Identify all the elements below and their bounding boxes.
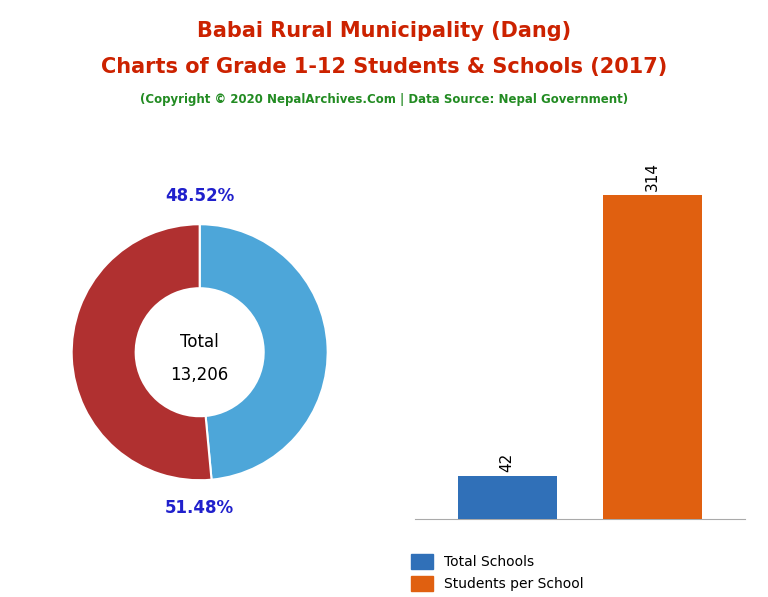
Wedge shape [71, 224, 211, 480]
Bar [458, 476, 557, 519]
Wedge shape [200, 224, 328, 479]
Text: Babai Rural Municipality (Dang): Babai Rural Municipality (Dang) [197, 21, 571, 41]
Text: 13,206: 13,206 [170, 367, 229, 384]
Legend: Male Students (6,408), Female Students (6,798): Male Students (6,408), Female Students (… [0, 593, 203, 597]
Legend: Total Schools, Students per School: Total Schools, Students per School [406, 548, 589, 596]
Text: 48.52%: 48.52% [165, 187, 234, 205]
Text: Total: Total [180, 333, 219, 351]
Text: (Copyright © 2020 NepalArchives.Com | Data Source: Nepal Government): (Copyright © 2020 NepalArchives.Com | Da… [140, 93, 628, 106]
Bar [603, 195, 702, 519]
Text: 42: 42 [500, 453, 515, 472]
Text: Charts of Grade 1-12 Students & Schools (2017): Charts of Grade 1-12 Students & Schools … [101, 57, 667, 77]
Text: 51.48%: 51.48% [165, 499, 234, 518]
Text: 314: 314 [645, 162, 660, 191]
